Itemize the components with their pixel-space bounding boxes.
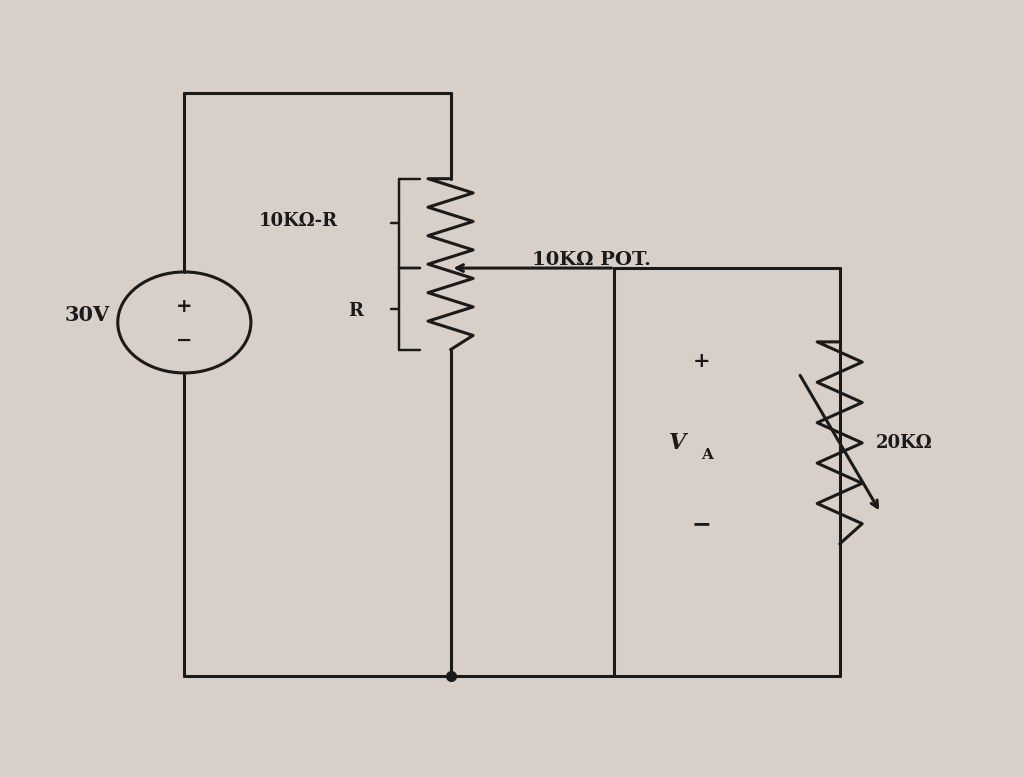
Text: +: + [692,351,711,371]
Text: −: − [176,331,193,350]
Text: 20KΩ: 20KΩ [876,434,932,452]
Text: 10KΩ-R: 10KΩ-R [259,212,338,231]
Text: R: R [348,301,364,320]
Text: V: V [669,432,686,454]
Text: 10KΩ POT.: 10KΩ POT. [532,251,651,270]
Text: 30V: 30V [65,305,110,325]
Text: A: A [701,448,714,462]
Text: +: + [176,298,193,316]
Text: −: − [691,513,712,536]
